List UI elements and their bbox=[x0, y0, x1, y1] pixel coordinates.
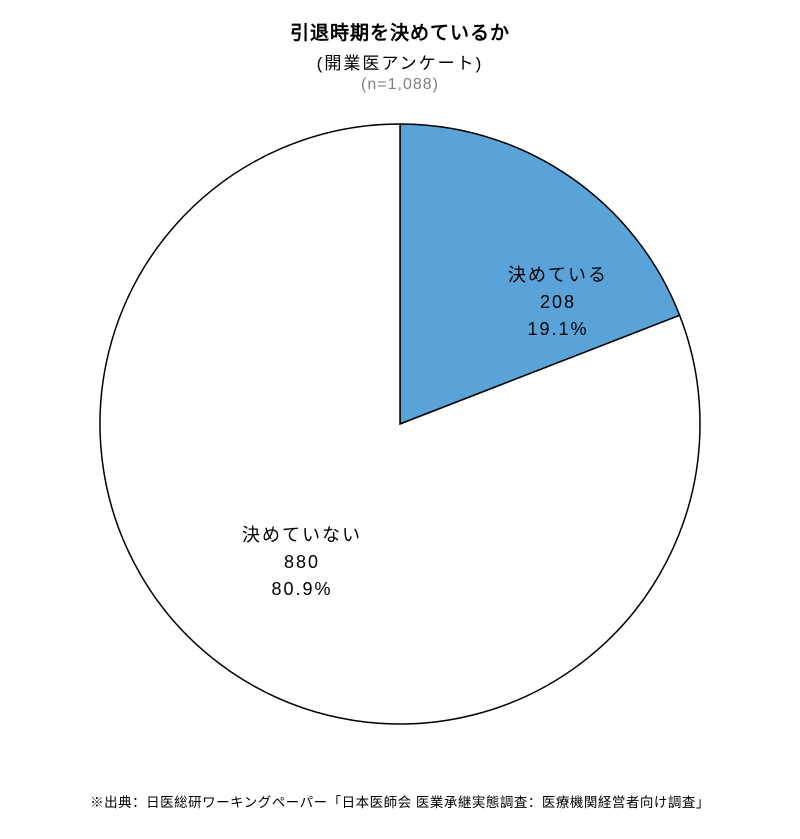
slice-label-1: 決めていない88080.9% bbox=[242, 522, 362, 603]
chart-title: 引退時期を決めているか bbox=[0, 18, 800, 45]
slice-label-text: 決めていない bbox=[242, 522, 362, 549]
source-footnote: ※出典：日医総研ワーキングペーパー「日本医師会 医業承継実態調査：医療機関経営者… bbox=[0, 791, 800, 811]
title-block: 引退時期を決めているか (開業医アンケート) (n=1,088) bbox=[0, 0, 800, 94]
slice-count: 880 bbox=[242, 549, 362, 576]
chart-subtitle: (開業医アンケート) bbox=[0, 49, 800, 74]
sample-size: (n=1,088) bbox=[0, 76, 800, 94]
slice-label-text: 決めている bbox=[508, 262, 608, 289]
slice-label-0: 決めている20819.1% bbox=[508, 262, 608, 343]
slice-count: 208 bbox=[508, 289, 608, 316]
slice-percent: 19.1% bbox=[508, 316, 608, 343]
pie-chart: 決めている20819.1% 決めていない88080.9% bbox=[0, 104, 800, 744]
pie-svg bbox=[95, 119, 705, 729]
slice-percent: 80.9% bbox=[242, 576, 362, 603]
